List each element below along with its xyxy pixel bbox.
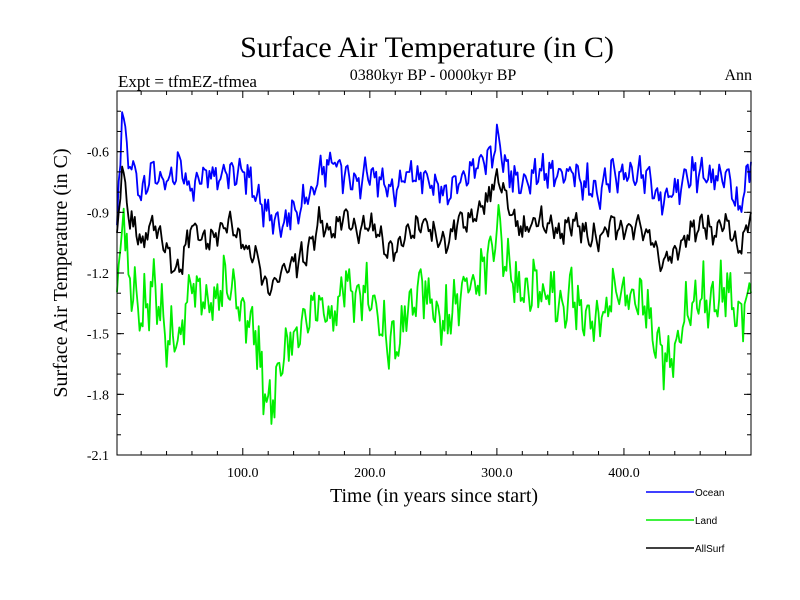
experiment-label: Expt = tfmEZ-tfmea (118, 72, 257, 91)
legend-label-allsurf: AllSurf (695, 544, 725, 555)
series-line-ocean (116, 111, 752, 238)
legend-label-ocean: Ocean (695, 488, 724, 499)
plot-frame (116, 90, 752, 456)
season-label: Ann (724, 67, 752, 84)
x-axis-title: Time (in years since start) (330, 485, 538, 507)
x-tick-label: 100.0 (227, 466, 259, 481)
y-tick-label: -0.9 (87, 206, 109, 221)
legend: Ocean Land AllSurf (646, 488, 725, 555)
y-tick-label: -1.5 (87, 328, 109, 343)
x-tick-label: 400.0 (608, 466, 640, 481)
y-tick-label: -1.2 (87, 267, 109, 282)
series-line-allsurf (116, 165, 752, 297)
y-tick-label: -2.1 (87, 449, 109, 464)
chart-subtitle: 0380kyr BP - 0000kyr BP (350, 67, 517, 84)
legend-label-land: Land (695, 516, 717, 527)
y-tick-label: -1.8 (87, 388, 109, 403)
x-tick-label: 300.0 (481, 466, 513, 481)
x-tick-label: 200.0 (354, 466, 386, 481)
y-axis-title: Surface Air Temperature (in C) (50, 148, 72, 397)
y-tick-label: -0.6 (87, 146, 109, 161)
series-line-land (116, 203, 752, 425)
series-layer (116, 111, 752, 425)
axes-layer: -2.1 -1.8 -1.5 -1.2 -0.9 -0.6 100.0 200.0 300.0 4… (87, 90, 751, 481)
chart-title: Surface Air Temperature (in C) (240, 31, 614, 64)
